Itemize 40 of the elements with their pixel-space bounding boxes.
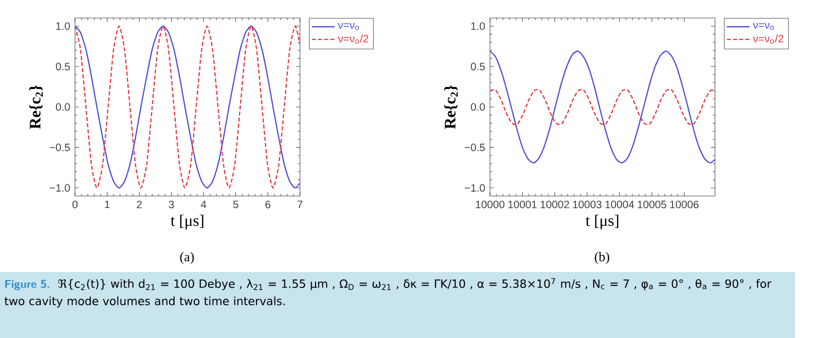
x-tick-label: 0 xyxy=(72,200,78,208)
x-tick-label: 1 xyxy=(105,200,110,208)
x-tick-label: 10002 xyxy=(540,200,570,208)
x-tick-label: 5 xyxy=(233,200,238,208)
x-tick-label: 10005 xyxy=(638,200,666,208)
caption: Figure 5. xyxy=(5,280,50,290)
y-tick-label: 1.0 xyxy=(471,22,485,30)
y-tick-label: 1.0 xyxy=(56,22,70,30)
y-tick-label: 0.0 xyxy=(470,103,485,111)
x-tick-label: 10004 xyxy=(605,200,634,208)
x-tick-label: 7 xyxy=(298,200,302,208)
y-tick-label: 0.5 xyxy=(56,62,70,70)
x-axis-title: t [μs] xyxy=(586,214,618,230)
x-axis-title: t [μs] xyxy=(170,214,204,230)
x-tick-label: 2 xyxy=(136,200,142,208)
y-axis-title: Re{c$_{2}$} xyxy=(29,85,43,129)
text: (b) xyxy=(594,252,610,264)
x-tick-label: 10003 xyxy=(573,200,602,208)
legend-label: ν=ν$_{o}$ xyxy=(338,22,359,30)
x-tick-label: 3 xyxy=(168,200,174,208)
x-tick-label: 10001 xyxy=(508,200,537,208)
legend-label: ν=ν$_{o}$/2 xyxy=(752,34,784,44)
y-tick-label: 0.5 xyxy=(470,62,485,70)
y-axis-title: Re{c$_{2}$} xyxy=(444,85,458,129)
text: (a) xyxy=(180,252,194,264)
text: two cavity mode volumes and two time intervals. xyxy=(4,296,285,308)
legend-label: ν=ν$_{o}$ xyxy=(752,22,774,30)
legend-label: ν=ν$_{o}$/2 xyxy=(338,34,368,44)
y-tick-label: −0.5 xyxy=(50,144,70,152)
x-tick-label: 10006 xyxy=(670,200,699,208)
y-tick-label: 0.0 xyxy=(56,103,70,111)
line-series xyxy=(490,88,715,126)
y-tick-label: −1.0 xyxy=(50,184,70,192)
y-tick-label: −0.5 xyxy=(464,144,485,152)
y-tick-label: −1.0 xyxy=(464,184,485,192)
x-tick-label: 10000 xyxy=(476,200,504,208)
text: ℜ{c$_{2}$(t)} with d$_{21}$ = 100 Debye , λ$_{21}$ = 1.55 μm , Ω$_{D}$ = ω$_{21}$ , δκ = ΓK/10 , α = 5.38×10$^{7}$ m/s , N$_{c}$ = 7 , φ$_{a}$ = 0° , θ$_{a}$ = 90° , for xyxy=(58,278,772,290)
x-tick-label: 6 xyxy=(265,200,270,208)
x-tick-label: 4 xyxy=(200,200,206,208)
line-series xyxy=(490,50,715,164)
